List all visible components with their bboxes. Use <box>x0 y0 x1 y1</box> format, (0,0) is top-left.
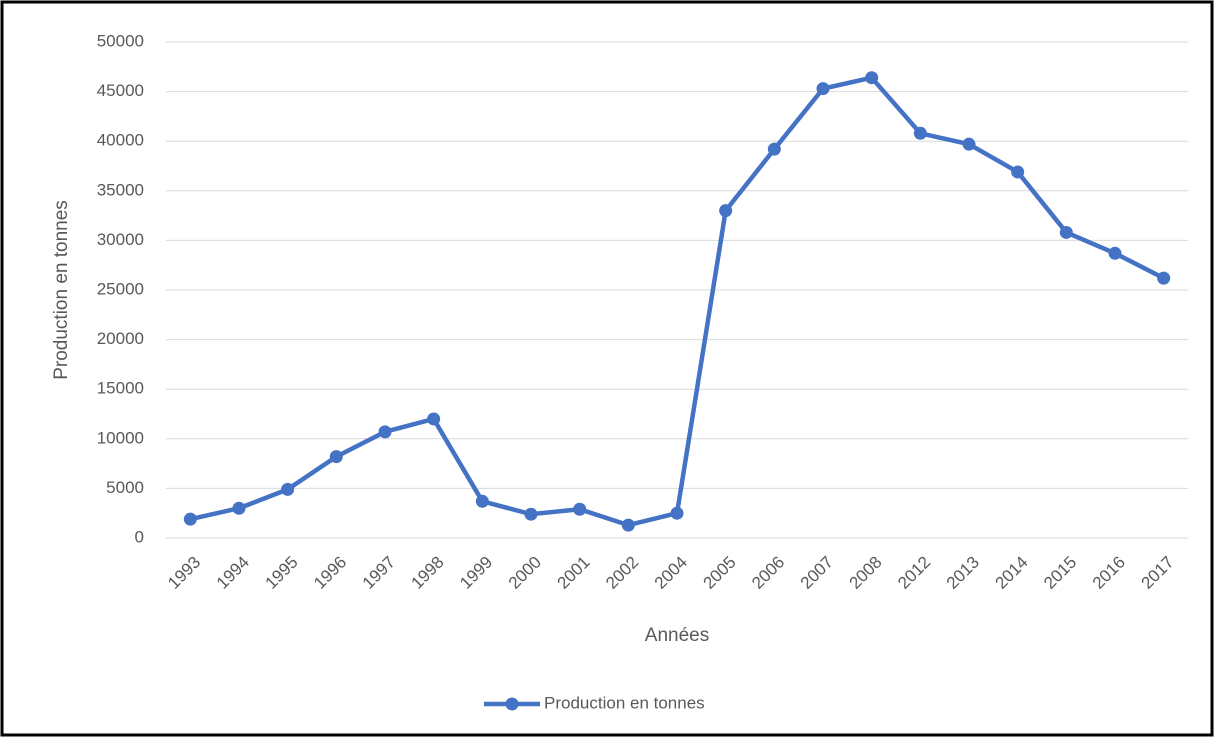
legend-marker <box>505 697 519 711</box>
y-tick-label: 10000 <box>97 428 144 447</box>
y-tick-label: 35000 <box>97 180 144 199</box>
y-tick-label: 50000 <box>97 31 144 50</box>
data-point <box>913 126 927 140</box>
data-point <box>1059 225 1073 239</box>
legend-label: Production en tonnes <box>544 693 705 712</box>
y-axis-title: Production en tonnes <box>51 200 72 380</box>
y-tick-label: 45000 <box>97 81 144 100</box>
y-tick-label: 0 <box>135 527 144 546</box>
data-point <box>1108 246 1122 260</box>
data-point <box>719 204 733 218</box>
data-point <box>573 502 587 516</box>
data-point <box>670 506 684 520</box>
data-point <box>475 494 489 508</box>
data-point <box>962 137 976 151</box>
data-point <box>1157 271 1171 285</box>
data-point <box>767 142 781 156</box>
y-tick-label: 25000 <box>97 279 144 298</box>
data-point <box>183 512 197 526</box>
data-point <box>329 450 343 464</box>
data-point <box>378 425 392 439</box>
data-point <box>281 482 295 496</box>
data-point <box>427 412 441 426</box>
y-tick-label: 40000 <box>97 131 144 150</box>
data-point <box>1011 165 1025 179</box>
y-tick-label: 5000 <box>106 478 144 497</box>
x-axis-title: Années <box>645 625 709 646</box>
y-tick-label: 15000 <box>97 379 144 398</box>
data-point <box>524 507 538 521</box>
data-point <box>232 501 246 515</box>
data-point <box>621 518 635 532</box>
y-tick-label: 20000 <box>97 329 144 348</box>
y-tick-label: 30000 <box>97 230 144 249</box>
data-point <box>816 82 830 96</box>
data-point <box>865 71 879 85</box>
